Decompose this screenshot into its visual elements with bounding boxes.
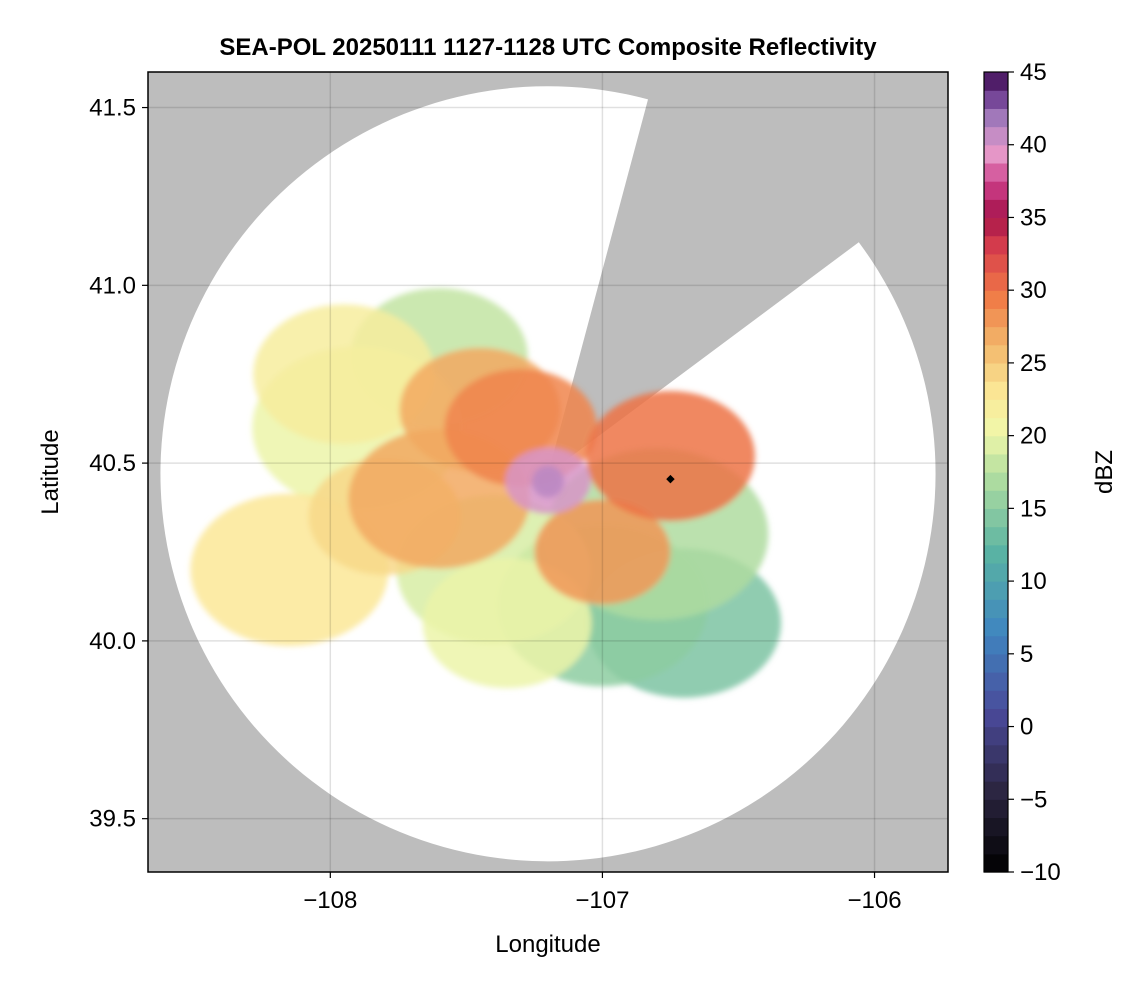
markers (666, 474, 675, 484)
colorbar-segment (984, 381, 1008, 400)
colorbar-segment (984, 453, 1008, 473)
colorbar-frame (983, 71, 1009, 873)
colorbar-segment (984, 544, 1008, 564)
plot-frame (147, 71, 949, 873)
colorbar-tick-label: 40 (1020, 132, 1047, 159)
x-axis: −108 −107 −106 (303, 872, 902, 914)
colorbar-segment (984, 490, 1008, 509)
colorbar-segment (984, 853, 1008, 873)
colorbar-segment (984, 108, 1008, 128)
colorbar-tick-label: 35 (1020, 204, 1047, 231)
colorbar-segment (984, 799, 1008, 819)
colorbar-segment (984, 362, 1008, 382)
colorbar-segment (984, 126, 1008, 146)
colorbar-segment (984, 726, 1008, 746)
y-axis: 39.5 40.0 40.5 41.0 41.5 (89, 95, 148, 833)
echo-region (534, 499, 671, 605)
colorbar-segment (984, 435, 1008, 455)
colorbar-segment (984, 653, 1008, 673)
colorbar-tick-label: 15 (1020, 495, 1047, 522)
colorbar-segment (984, 417, 1008, 437)
colorbar-segment (984, 162, 1008, 182)
colorbar-segment (984, 344, 1008, 364)
colorbar-segment (984, 762, 1008, 782)
colorbar-segment (984, 326, 1008, 346)
colorbar-segment (984, 144, 1008, 164)
colorbar-segment (984, 581, 1008, 600)
colorbar-segment (984, 708, 1008, 728)
colorbar-tick-label: 45 (1020, 59, 1047, 86)
colorbar-segment (984, 472, 1008, 491)
y-axis-label: Latitude (37, 429, 64, 514)
x-axis-label: Longitude (495, 931, 600, 958)
colorbar-tick-label: 30 (1020, 277, 1047, 304)
colorbar: −10 −5 0 5 10 15 20 25 30 35 40 45 (983, 59, 1061, 886)
colorbar-tick-label: −5 (1020, 786, 1047, 813)
colorbar-label: dBZ (1091, 450, 1118, 494)
x-tick-label: −108 (303, 887, 357, 914)
colorbar-segment (984, 672, 1008, 691)
x-tick-label: −106 (847, 887, 901, 914)
grid-lines (148, 72, 948, 872)
site-marker (666, 474, 675, 484)
colorbar-segment (984, 744, 1008, 764)
colorbar-segment (984, 781, 1008, 800)
colorbar-segment (984, 508, 1008, 528)
colorbar-segment (984, 817, 1008, 837)
colorbar-tick-label: 20 (1020, 423, 1047, 450)
y-tick-label: 41.0 (89, 272, 136, 299)
colorbar-segment (984, 562, 1008, 582)
y-tick-label: 39.5 (89, 806, 136, 833)
colorbar-tick-label: 10 (1020, 568, 1047, 595)
colorbar-segment (984, 526, 1008, 546)
y-tick-label: 40.5 (89, 450, 136, 477)
x-tick-label: −107 (575, 887, 629, 914)
colorbar-segment (984, 272, 1008, 291)
echo-region (585, 391, 755, 521)
echo-region (253, 304, 435, 445)
colorbar-segment (984, 253, 1008, 273)
colorbar-tick-label: 5 (1020, 641, 1033, 668)
colorbar-segment (984, 635, 1008, 655)
colorbar-segment (984, 599, 1008, 619)
colorbar-segment (984, 617, 1008, 637)
reflectivity-echoes (190, 288, 782, 698)
colorbar-segment (984, 217, 1008, 237)
colorbar-segment (984, 90, 1008, 109)
colorbar-segment (984, 308, 1008, 328)
colorbar-tick-label: 0 (1020, 714, 1033, 741)
colorbar-segment (984, 181, 1008, 200)
echo-core (532, 465, 564, 498)
echo-field (190, 288, 782, 698)
colorbar-segment (984, 690, 1008, 709)
colorbar-segment (984, 399, 1008, 419)
colorbar-tick-label: −10 (1020, 859, 1061, 886)
colorbar-segment (984, 235, 1008, 255)
colorbar-segment (984, 72, 1008, 91)
colorbar-segment (984, 835, 1008, 855)
y-tick-label: 40.0 (89, 628, 136, 655)
y-tick-label: 41.5 (89, 95, 136, 122)
plot-area (147, 71, 949, 873)
colorbar-segment (984, 290, 1008, 309)
echo-region (422, 558, 592, 689)
colorbar-tick-label: 25 (1020, 350, 1047, 377)
colorbar-segment (984, 199, 1008, 219)
chart-title: SEA-POL 20250111 1127-1128 UTC Composite… (219, 34, 877, 61)
